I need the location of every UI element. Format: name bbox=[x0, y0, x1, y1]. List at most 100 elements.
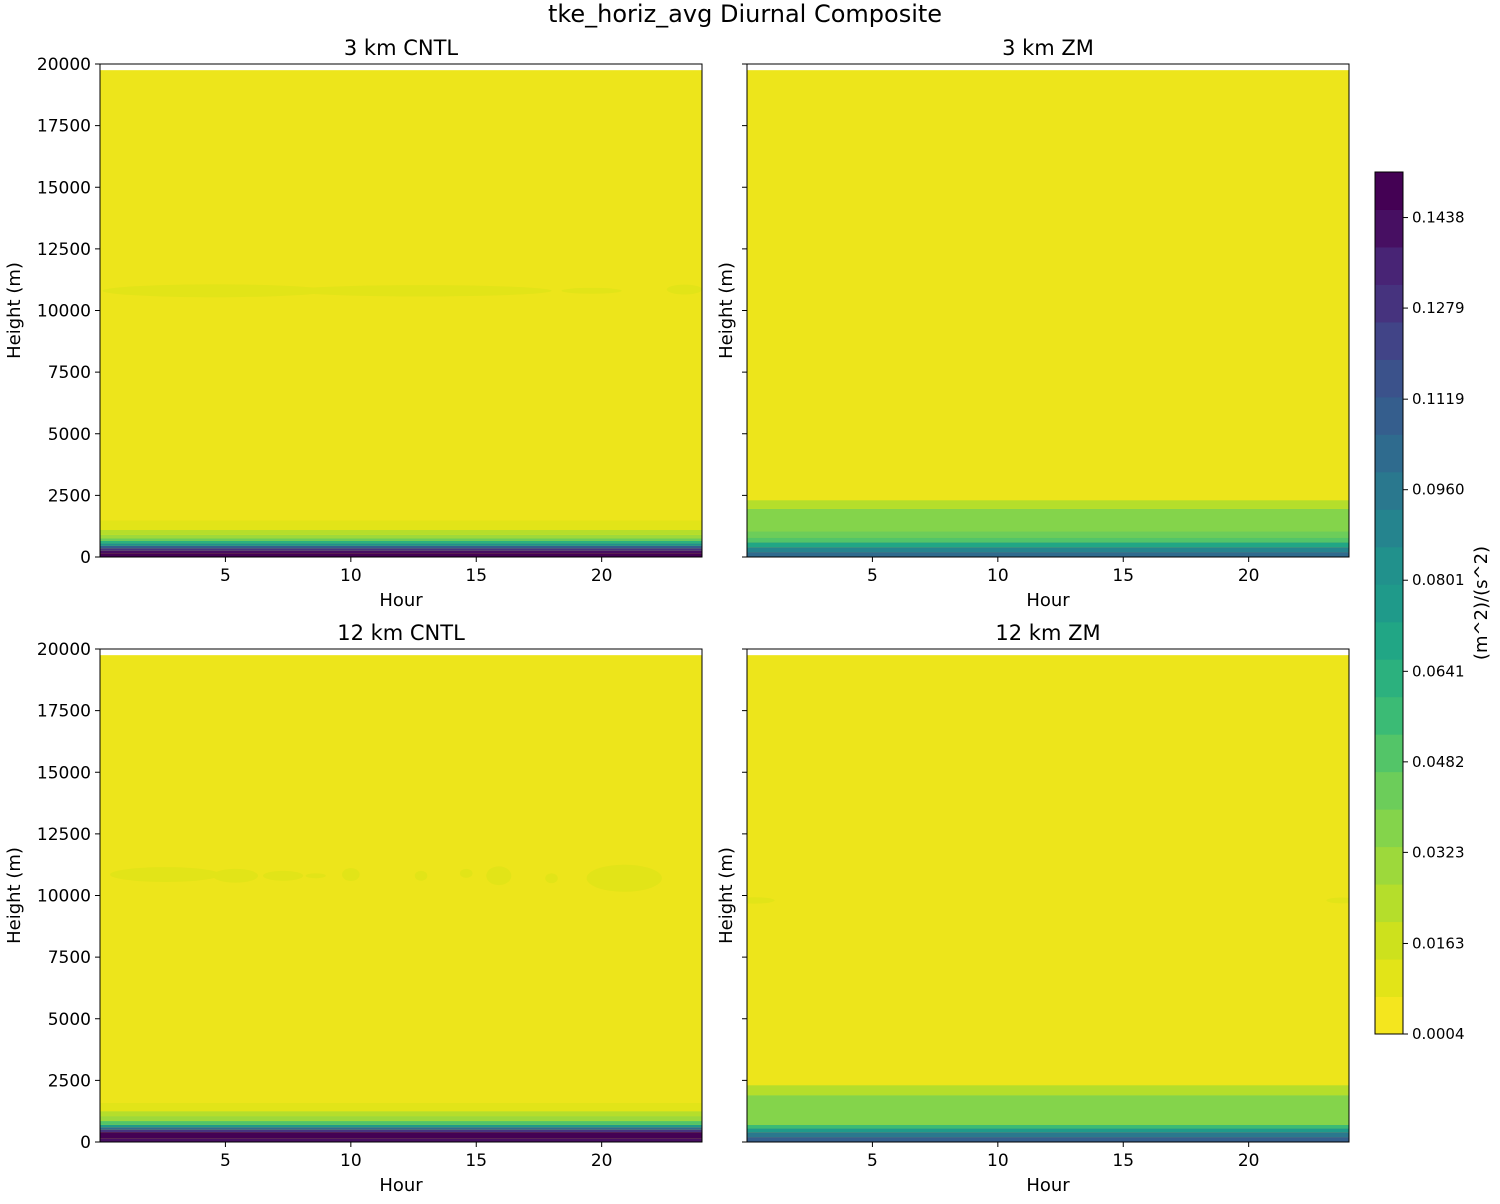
contour-band-4 bbox=[100, 545, 702, 549]
x-tick-label: 15 bbox=[465, 566, 487, 586]
x-tick-label: 15 bbox=[1112, 1151, 1134, 1171]
x-axis-label: Hour bbox=[1026, 590, 1070, 611]
x-axis-label: Hour bbox=[1026, 1175, 1070, 1196]
contour-blob-2 bbox=[212, 868, 259, 883]
y-tick-label: 12500 bbox=[37, 240, 91, 260]
contour-blob-1 bbox=[747, 897, 775, 904]
contour-blob-4 bbox=[305, 873, 326, 879]
contour-band-1 bbox=[747, 552, 1349, 557]
contour-band-2 bbox=[747, 1132, 1349, 1138]
colorbar-segment-16 bbox=[1375, 434, 1403, 473]
colorbar-segment-13 bbox=[1375, 546, 1403, 585]
y-tick-label: 10000 bbox=[37, 887, 91, 907]
colorbar-frame bbox=[1374, 171, 1404, 1035]
x-tick-label: 10 bbox=[987, 566, 1009, 586]
panel-title: 3 km CNTL bbox=[344, 36, 459, 60]
contour-blob-5 bbox=[342, 868, 360, 881]
contour-blob-10 bbox=[586, 864, 662, 892]
contour-band-9 bbox=[100, 529, 702, 535]
x-tick-label: 20 bbox=[591, 1151, 613, 1171]
plot-area bbox=[747, 649, 1349, 1142]
colorbar-tick-label: 0.0801 bbox=[1412, 571, 1465, 589]
contour-band-1 bbox=[100, 553, 702, 557]
x-axis-label: Hour bbox=[379, 590, 423, 611]
contour-blob-6 bbox=[414, 870, 428, 881]
contour-band-9 bbox=[100, 1103, 702, 1112]
colorbar-segment-22 bbox=[1375, 209, 1403, 248]
x-tick-label: 20 bbox=[591, 566, 613, 586]
colorbar-segment-2 bbox=[1375, 959, 1403, 998]
contour-band-4 bbox=[747, 1124, 1349, 1129]
y-tick-label: 2500 bbox=[48, 486, 91, 506]
y-tick-label: 10000 bbox=[37, 302, 91, 322]
contour-blob-8 bbox=[486, 866, 512, 886]
contour-band-7 bbox=[100, 1116, 702, 1122]
colorbar-segment-11 bbox=[1375, 621, 1403, 660]
colorbar-segment-17 bbox=[1375, 396, 1403, 435]
colorbar: 0.0004 0.0163 0.0323 0.0482 0.0641 0.0801 0.09… bbox=[1374, 171, 1492, 1043]
plot-area bbox=[100, 64, 702, 557]
colorbar-tick-label: 0.1119 bbox=[1412, 390, 1465, 408]
colorbar-segment-23 bbox=[1375, 172, 1403, 210]
contour-band-7 bbox=[747, 500, 1349, 509]
colorbar-segment-1 bbox=[1375, 996, 1403, 1035]
contour-band-5 bbox=[747, 531, 1349, 538]
contour-band-3 bbox=[747, 1128, 1349, 1133]
contour-blob-1 bbox=[102, 284, 329, 298]
y-tick-label: 15000 bbox=[37, 178, 91, 198]
colorbar-label: (m^2)/(s^2) bbox=[1471, 546, 1492, 660]
x-tick-label: 10 bbox=[340, 566, 362, 586]
y-tick-label: 20000 bbox=[37, 55, 91, 75]
contour-blob-9 bbox=[545, 873, 558, 884]
panel-2: 3 km ZM 5 10 15 20 Hour Height (m) bbox=[716, 36, 1350, 611]
y-tick-label: 12500 bbox=[37, 825, 91, 845]
contour-band-8 bbox=[100, 1111, 702, 1117]
x-axis-label: Hour bbox=[379, 1175, 423, 1196]
contour-band-5 bbox=[100, 543, 702, 546]
x-tick-label: 10 bbox=[987, 1151, 1009, 1171]
colorbar-segment-4 bbox=[1375, 884, 1403, 923]
contour-band-1 bbox=[747, 1137, 1349, 1142]
contour-blob-7 bbox=[459, 868, 473, 878]
contour-band-3 bbox=[747, 542, 1349, 548]
y-tick-label: 2500 bbox=[48, 1071, 91, 1091]
colorbar-tick-label: 0.0641 bbox=[1412, 662, 1465, 680]
colorbar-segment-7 bbox=[1375, 771, 1403, 810]
y-tick-label: 5000 bbox=[48, 425, 91, 445]
y-axis-label: Height (m) bbox=[716, 262, 737, 359]
y-tick-label: 7500 bbox=[48, 363, 91, 383]
contour-band-6 bbox=[747, 508, 1349, 532]
y-tick-label: 17500 bbox=[37, 117, 91, 137]
contour-band-1 bbox=[100, 1138, 702, 1142]
colorbar-segment-12 bbox=[1375, 584, 1403, 623]
x-tick-label: 20 bbox=[1238, 1151, 1260, 1171]
plot-area bbox=[100, 649, 702, 1142]
y-tick-label: 15000 bbox=[37, 763, 91, 783]
panel-1: 3 km CNTL 5 10 15 20 Hour 0 2500 5000 7500 10000 12… bbox=[4, 36, 703, 611]
plot-area bbox=[747, 64, 1349, 557]
contour-band-2 bbox=[100, 1132, 702, 1139]
contour-blob-3 bbox=[561, 287, 622, 294]
y-tick-label: 20000 bbox=[37, 640, 91, 660]
y-axis-label: Height (m) bbox=[4, 847, 25, 944]
contour-band-3 bbox=[100, 1129, 702, 1133]
x-tick-label: 20 bbox=[1238, 566, 1260, 586]
colorbar-segment-20 bbox=[1375, 284, 1403, 323]
contour-band-2 bbox=[100, 550, 702, 554]
panel-3: 12 km CNTL 5 10 15 20 Hour 0 2500 5000 7500 10000 1… bbox=[4, 621, 703, 1196]
contour-band-4 bbox=[747, 537, 1349, 543]
colorbar-segment-6 bbox=[1375, 809, 1403, 848]
field-base bbox=[100, 70, 702, 557]
x-tick-label: 5 bbox=[867, 1151, 878, 1171]
colorbar-tick-label: 0.0004 bbox=[1412, 1025, 1465, 1043]
contour-band-6 bbox=[747, 1085, 1349, 1096]
contour-band-2 bbox=[747, 547, 1349, 553]
colorbar-segment-21 bbox=[1375, 246, 1403, 285]
colorbar-segment-14 bbox=[1375, 509, 1403, 548]
contour-blob-2 bbox=[1326, 897, 1349, 904]
contour-band-4 bbox=[100, 1127, 702, 1130]
colorbar-segment-3 bbox=[1375, 921, 1403, 960]
field-base bbox=[100, 655, 702, 1142]
